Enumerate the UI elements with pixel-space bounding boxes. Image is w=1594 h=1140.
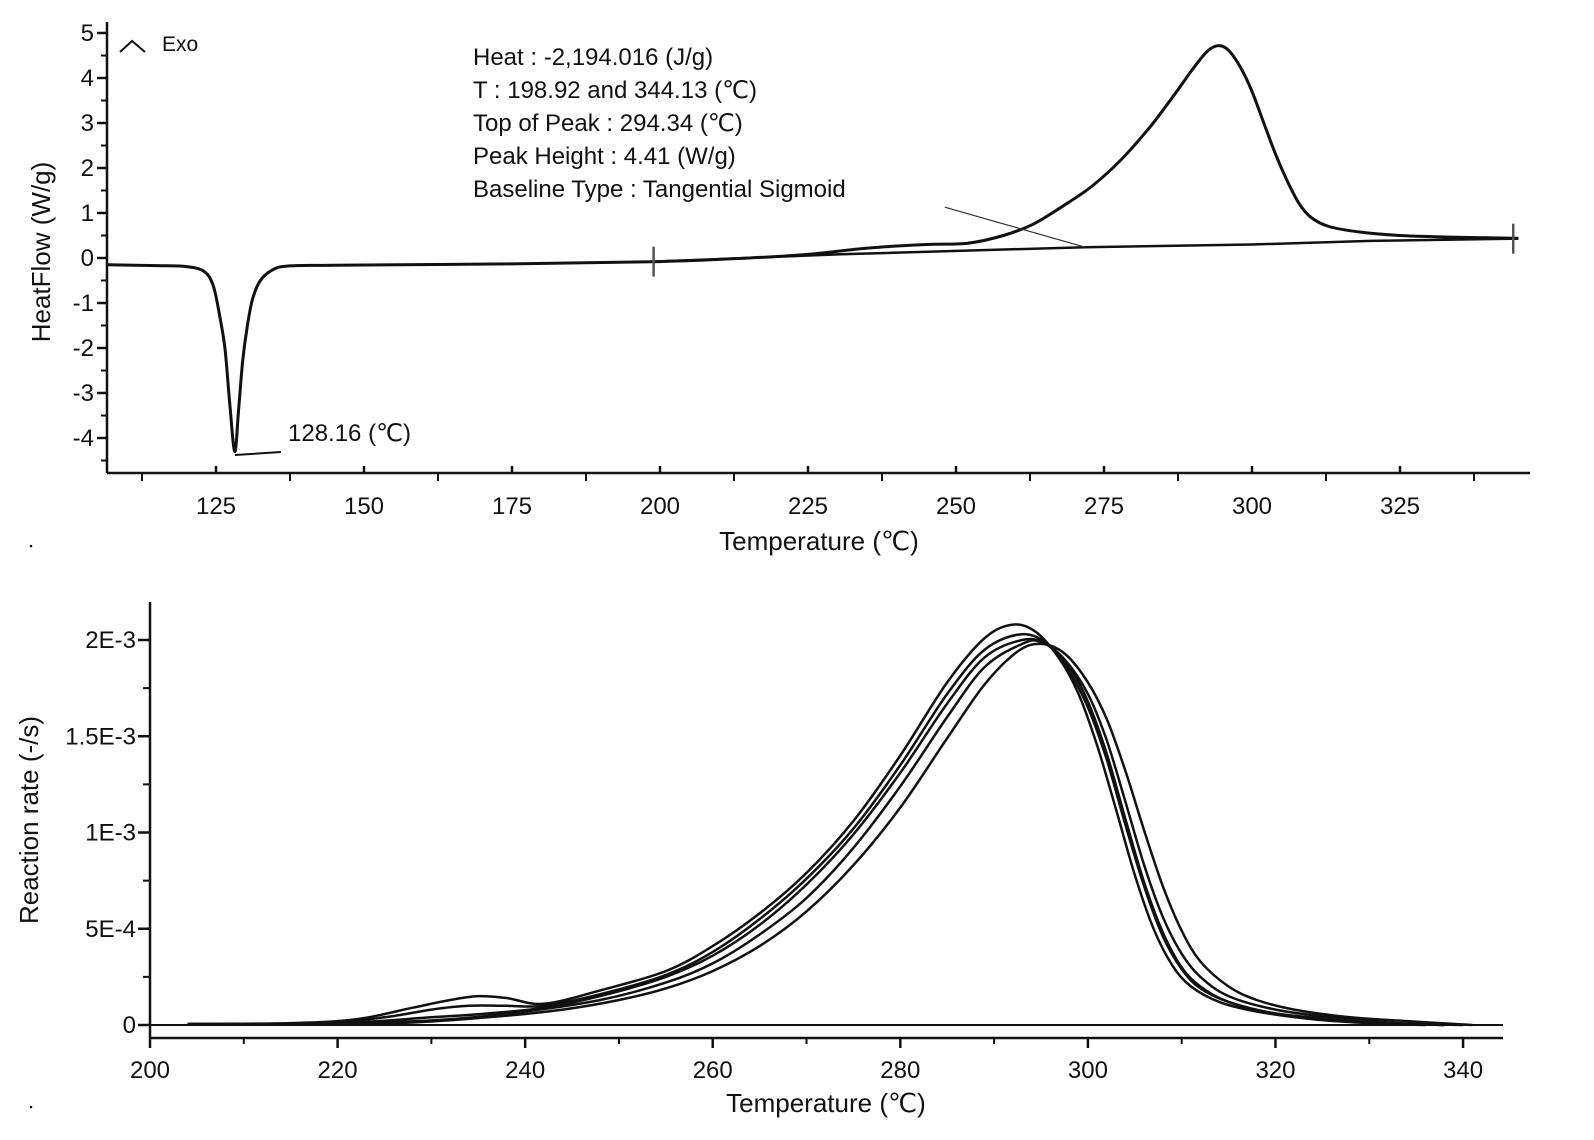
y-tick-label: 2E-3 (85, 627, 136, 654)
x-tick-label: 220 (318, 1057, 358, 1084)
run-3-line (187, 637, 1445, 1027)
annotation-peak-height: Peak Height : 4.41 (W/g) (473, 143, 736, 170)
x-tick-label: 150 (344, 493, 384, 520)
stray-dot (29, 544, 33, 548)
x-tick-label: 175 (492, 493, 532, 520)
y-tick-label: 0 (81, 245, 94, 272)
heatflow-series (107, 44, 1519, 454)
y-tick-label: 5 (81, 20, 94, 47)
heatflow-chart: 5 4 3 2 1 0 -1 -2 -3 -4 125 150 175 200 225 250 275 300 32… (26, 20, 1530, 556)
x-tick-label: 300 (1068, 1057, 1108, 1084)
heatflow-y-label: HeatFlow (W/g) (26, 162, 56, 343)
annotation-top-of-peak: Top of Peak : 294.34 (℃) (473, 110, 743, 137)
x-tick-label: 200 (640, 493, 680, 520)
x-tick-label: 275 (1084, 493, 1124, 520)
run-4-line (187, 639, 1464, 1027)
x-tick-label: 280 (880, 1057, 920, 1084)
annotation-baseline-type: Baseline Type : Tangential Sigmoid (473, 176, 846, 203)
y-tick-label: 1E-3 (85, 820, 136, 847)
x-tick-label: 125 (196, 493, 236, 520)
reaction-rate-axes: 2E-3 1.5E-3 1E-3 5E-4 0 200 220 240 260 280 300 320… (65, 602, 1503, 1084)
endo-peak-label: 128.16 (℃) (288, 420, 411, 447)
x-tick-label: 260 (693, 1057, 733, 1084)
heatflow-line (107, 44, 1519, 454)
y-tick-label: 1 (81, 200, 94, 227)
annotation-t-range: T : 198.92 and 344.13 (℃) (473, 77, 757, 104)
stray-dot (29, 1105, 33, 1109)
run-2-line (187, 632, 1445, 1027)
y-tick-label: 0 (123, 1012, 136, 1039)
y-tick-label: -1 (73, 290, 94, 317)
y-tick-label: 3 (81, 110, 94, 137)
x-tick-label: 340 (1443, 1057, 1483, 1084)
exo-indicator: Exo (119, 33, 198, 56)
reaction-rate-chart: 2E-3 1.5E-3 1E-3 5E-4 0 200 220 240 260 280 300 320… (14, 602, 1503, 1118)
y-tick-label: 1.5E-3 (65, 723, 136, 750)
y-tick-label: 2 (81, 155, 94, 182)
y-tick-label: -4 (73, 425, 94, 452)
x-tick-label: 320 (1255, 1057, 1295, 1084)
y-tick-label: 4 (81, 65, 94, 92)
x-tick-label: 225 (788, 493, 828, 520)
endo-peak-leader (234, 451, 282, 456)
y-tick-label: -2 (73, 335, 94, 362)
x-tick-label: 300 (1232, 493, 1272, 520)
x-tick-label: 200 (130, 1057, 170, 1084)
y-tick-label: -3 (73, 380, 94, 407)
x-tick-label: 325 (1380, 493, 1420, 520)
exo-label: Exo (162, 33, 198, 56)
sigmoid-guide-line (944, 206, 1086, 248)
exo-arrow-icon (119, 39, 146, 53)
heatflow-axes: 5 4 3 2 1 0 -1 -2 -3 -4 125 150 175 200 225 250 275 300 32… (73, 20, 1530, 520)
x-tick-label: 250 (936, 493, 976, 520)
reaction-rate-x-label: Temperature (℃) (726, 1088, 926, 1118)
run-1-line (187, 623, 1426, 1027)
x-tick-label: 240 (505, 1057, 545, 1084)
peak-annotation: Heat : -2,194.016 (J/g) T : 198.92 and 3… (473, 44, 846, 203)
y-tick-label: 5E-4 (85, 916, 136, 943)
reaction-rate-series (150, 623, 1503, 1027)
annotation-heat: Heat : -2,194.016 (J/g) (473, 44, 713, 71)
run-5-line (243, 642, 1473, 1027)
reaction-rate-y-label: Reaction rate (-/s) (14, 716, 44, 924)
heatflow-x-label: Temperature (℃) (719, 526, 919, 556)
baseline-line (653, 237, 1519, 263)
